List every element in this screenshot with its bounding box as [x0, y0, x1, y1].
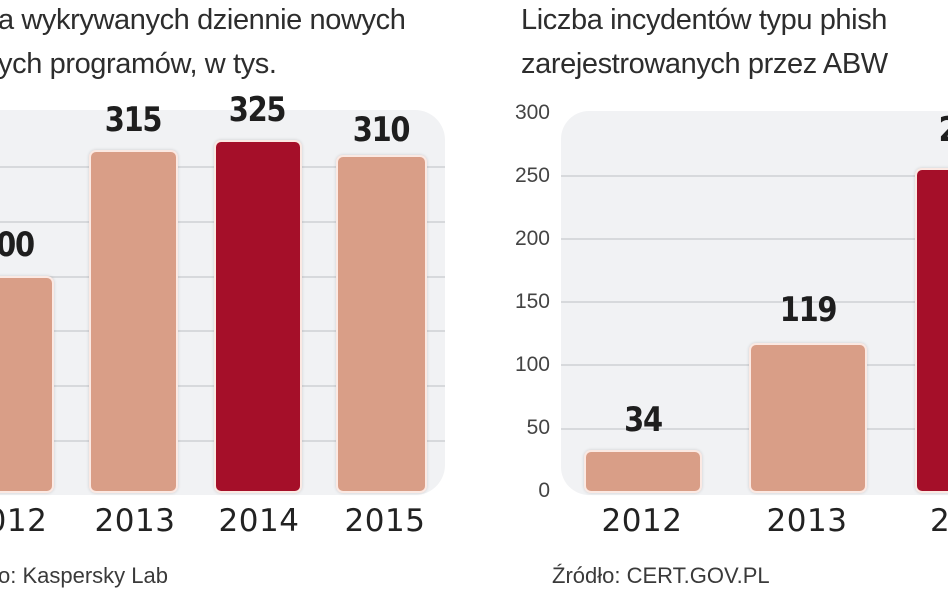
y-tick-50: 50 — [526, 416, 550, 439]
right-category-2013: 2013 — [766, 503, 848, 539]
left-category-2015: 2015 — [344, 503, 426, 539]
left-bar-2012 — [0, 278, 52, 491]
right-category-2014: 2 — [930, 503, 948, 539]
right-category-2012: 2012 — [601, 503, 683, 539]
left-value-label-2014: 325 — [228, 90, 287, 130]
right-bar-2014 — [917, 170, 948, 491]
y-tick-200: 200 — [514, 227, 550, 250]
right-bar-2012 — [586, 452, 700, 491]
left-value-label-2013: 315 — [104, 100, 163, 140]
y-tick-0: 0 — [538, 479, 550, 502]
right-bar-2013 — [751, 345, 865, 491]
left-category-2013: 2013 — [94, 503, 176, 539]
left-bar-2013 — [91, 152, 176, 491]
left-bar-2015 — [338, 157, 425, 491]
right-gridline-200 — [561, 238, 948, 240]
right-value-label-2014: 2 — [935, 110, 948, 150]
y-tick-300: 300 — [514, 101, 550, 124]
right-gridline-150 — [561, 301, 948, 303]
left-category-2014: 2014 — [218, 503, 300, 539]
y-tick-100: 100 — [514, 353, 550, 376]
left-value-label-2012: 00 — [0, 225, 35, 265]
left-value-label-2015: 310 — [352, 110, 411, 150]
left-bar-2014 — [216, 142, 300, 491]
right-value-label-2013: 119 — [779, 290, 838, 330]
right-chart-title-line-1: Liczba incydentów typu phish — [521, 4, 888, 36]
y-tick-250: 250 — [514, 164, 550, 187]
right-chart-title-line-2: zarejestrowanych przez ABW — [521, 48, 888, 80]
y-tick-150: 150 — [514, 290, 550, 313]
left-chart-title-line-2: ych programów, w tys. — [0, 48, 277, 80]
left-chart-title-line-1: a wykrywanych dziennie nowych — [0, 4, 406, 36]
right-gridline-250 — [561, 175, 948, 177]
left-source-note: o: Kaspersky Lab — [0, 563, 168, 588]
right-source-note: Źródło: CERT.GOV.PL — [552, 563, 770, 588]
right-value-label-2012: 34 — [624, 400, 663, 440]
left-category-2012: 012 — [0, 503, 48, 539]
